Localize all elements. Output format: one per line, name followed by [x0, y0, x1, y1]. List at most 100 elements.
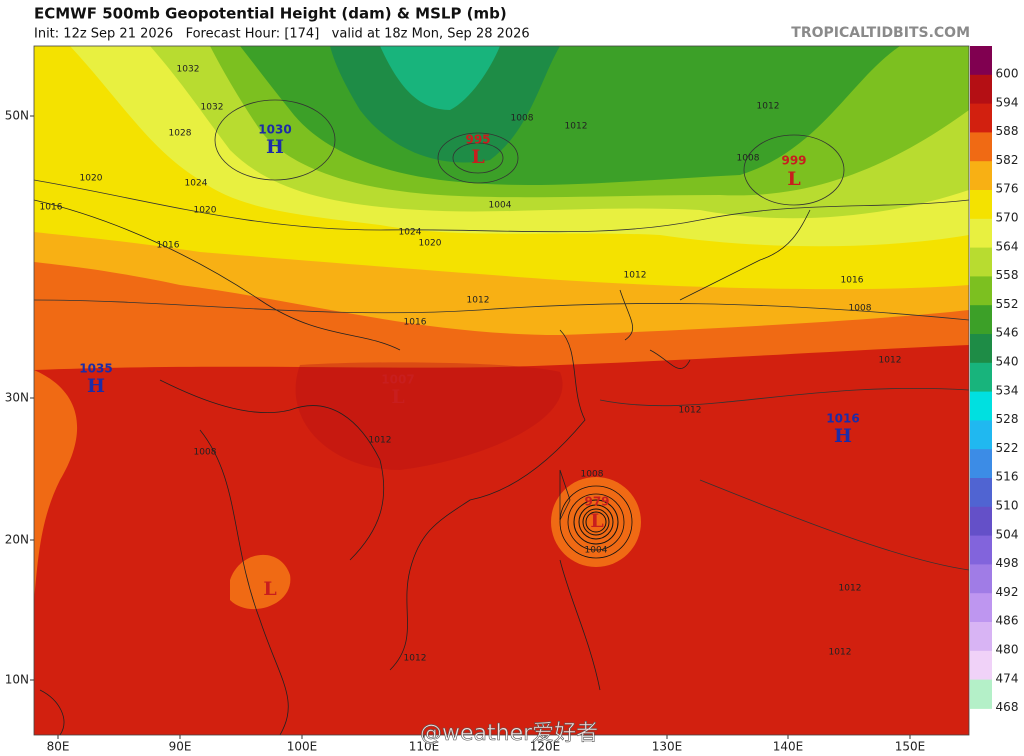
colorbar-segment	[970, 564, 992, 594]
center-letter: L	[590, 510, 603, 532]
isobar-label: 1008	[581, 470, 604, 480]
colorbar-label: 510	[996, 499, 1019, 513]
isobar-label: 1016	[404, 318, 427, 328]
isobar-label: 1020	[80, 174, 103, 184]
isobar-label: 1016	[841, 276, 864, 286]
isobar-label: 1020	[194, 206, 217, 216]
colorbar-label: 486	[996, 614, 1019, 628]
colorbar-segment	[970, 449, 992, 479]
colorbar-label: 540	[996, 355, 1019, 369]
center-letter: L	[787, 168, 800, 190]
isobar-label: 1024	[185, 179, 208, 189]
colorbar-label: 558	[996, 268, 1019, 282]
colorbar-label: 546	[996, 326, 1019, 340]
isobar-label: 1012	[879, 356, 902, 366]
band-594-land	[295, 362, 563, 470]
lon-label: 130E	[652, 740, 683, 754]
colorbar-segment	[970, 190, 992, 220]
lon-label: 100E	[287, 740, 318, 754]
lon-label: 120E	[530, 740, 561, 754]
colorbar-label: 600	[996, 67, 1019, 81]
isobar-label: 1012	[829, 648, 852, 658]
lon-label: 80E	[47, 740, 70, 754]
colorbar-label: 534	[996, 383, 1019, 397]
subtitle: Init: 12z Sep 21 2026 Forecast Hour: [17…	[34, 27, 530, 42]
isobar-label: 1016	[40, 203, 63, 213]
colorbar-label: 468	[996, 700, 1019, 714]
isobar-label: 1008	[511, 114, 534, 124]
colorbar-segment	[970, 506, 992, 537]
colorbar-label: 492	[996, 585, 1019, 599]
isobar-lines	[34, 99, 969, 571]
colorbar-label: 480	[996, 643, 1019, 657]
isobar-label: 1012	[404, 654, 427, 664]
center-value: 1030	[258, 123, 291, 137]
colorbar-segment	[970, 103, 992, 133]
center-letter: H	[87, 375, 105, 397]
watermark: @weather爱好者	[420, 721, 598, 746]
colorbar-segment	[970, 46, 992, 76]
colorbar-label: 474	[996, 671, 1019, 685]
isobar-label: 1012	[369, 436, 392, 446]
lat-label: 50N	[5, 109, 29, 123]
isobar-label: 1012	[757, 102, 780, 112]
isobar-label: 1012	[839, 584, 862, 594]
colorbar-label: 522	[996, 441, 1019, 455]
typhoon-isobars	[559, 485, 633, 559]
center-value: 1007	[381, 373, 414, 387]
colorbar-segment	[970, 420, 992, 450]
colorbar-segment	[970, 593, 992, 623]
lon-label: 110E	[409, 740, 440, 754]
overlays: 600 594 588 582 576 570 564 558 552 546 540 534 528 5…	[5, 46, 1019, 754]
colorbar-label: 498	[996, 556, 1019, 570]
isobar-label: 1028	[169, 129, 192, 139]
band-534	[380, 46, 500, 110]
colorbar-segment	[970, 161, 992, 191]
colorbar-label: 504	[996, 527, 1019, 541]
band-582-west	[34, 370, 78, 600]
isobar-label: 1004	[489, 201, 512, 211]
colorbar-label: 552	[996, 297, 1019, 311]
isobar-label: 1008	[849, 304, 872, 314]
source: TROPICALTIDBITS.COM	[791, 25, 970, 41]
isobar-label: 1032	[201, 103, 224, 113]
colorbar-label: 582	[996, 153, 1019, 167]
colorbar-segment	[970, 535, 992, 565]
colorbar-segment	[970, 74, 992, 105]
colorbar-segment	[970, 622, 992, 652]
lat-label: 30N	[5, 391, 29, 405]
lon-label: 90E	[169, 740, 192, 754]
center-value: 1035	[79, 362, 112, 376]
colorbar-segment	[970, 218, 992, 249]
isobar-label: 1008	[194, 448, 217, 458]
center-letter: H	[834, 425, 852, 447]
center-letter: L	[263, 578, 276, 600]
center-value: 979	[584, 495, 609, 509]
center-value: 995	[465, 133, 490, 147]
map-frame	[33, 45, 970, 736]
center-value: 999	[781, 154, 806, 168]
colorbar-label: 516	[996, 470, 1019, 484]
colorbar-label: 564	[996, 239, 1019, 253]
title: ECMWF 500mb Geopotential Height (dam) & …	[34, 5, 507, 23]
isobar-label: 1008	[737, 154, 760, 164]
band-582-typhoon	[551, 477, 641, 567]
center-letter: H	[266, 136, 284, 158]
colorbar-segment	[970, 305, 992, 335]
lat-label: 10N	[5, 673, 29, 687]
isobar-label: 1012	[467, 296, 490, 306]
colorbar-segment	[970, 362, 992, 393]
isobar-label: 1024	[399, 228, 422, 238]
center-value: 1016	[826, 412, 859, 426]
isobar-label: 1012	[565, 122, 588, 132]
isobar-label: 1016	[157, 241, 180, 251]
colorbar-label: 594	[996, 95, 1019, 109]
colorbar-segment	[970, 391, 992, 421]
lon-label: 150E	[895, 740, 926, 754]
colorbar-label: 528	[996, 412, 1019, 426]
isobar-label: 1012	[679, 406, 702, 416]
colorbar-label: 588	[996, 124, 1019, 138]
colorbar-segment	[970, 247, 992, 277]
